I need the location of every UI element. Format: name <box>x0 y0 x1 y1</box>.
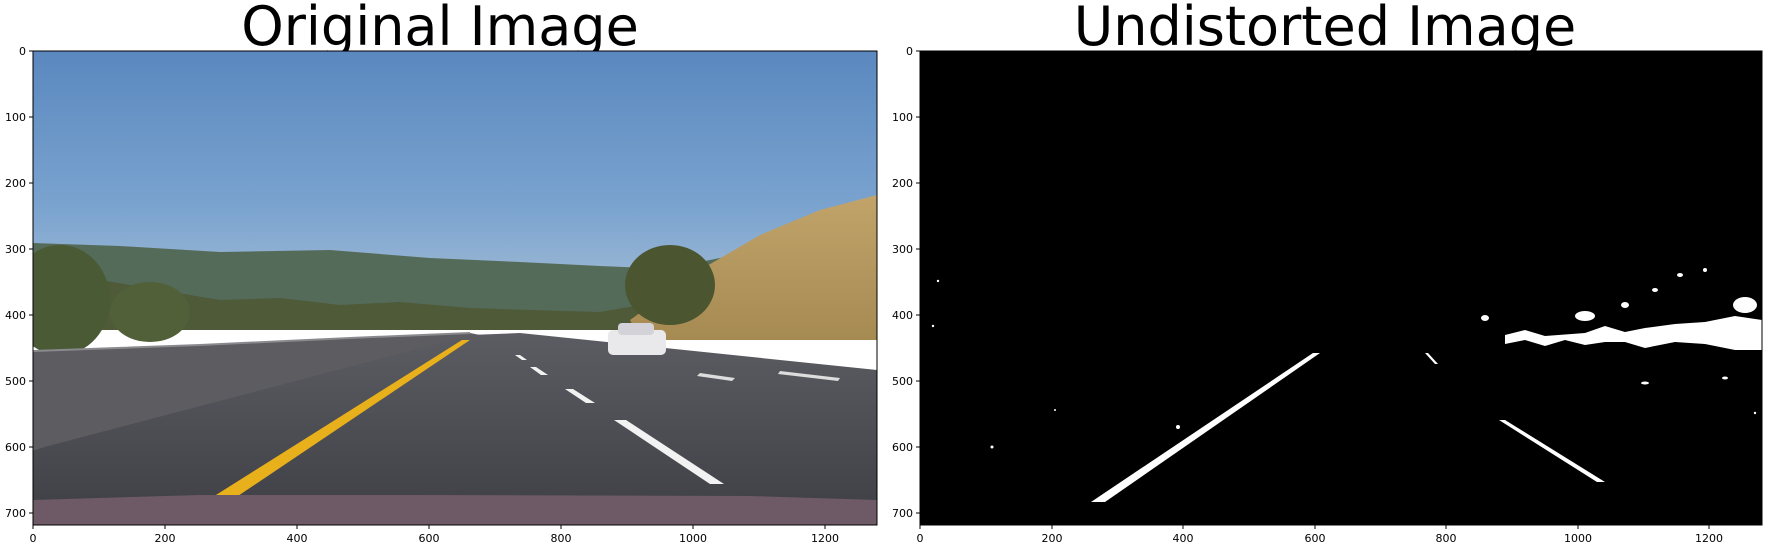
undistorted-x-axis: 0 200 400 600 800 1000 1200 <box>917 525 1723 545</box>
right-lane-detection <box>1499 420 1605 482</box>
x-tick-label: 1200 <box>1695 532 1723 545</box>
road-photo <box>33 51 877 525</box>
road-surface <box>33 333 877 525</box>
x-tick-label: 0 <box>917 532 924 545</box>
y-tick-label: 600 <box>892 441 913 454</box>
undistorted-axes-frame <box>919 50 1763 526</box>
original-image-panel: Original Image <box>0 0 880 549</box>
y-tick-label: 300 <box>892 243 913 256</box>
x-tick-label: 600 <box>419 532 440 545</box>
y-tick-label: 0 <box>906 45 913 58</box>
y-tick-label: 700 <box>5 507 26 520</box>
x-tick-label: 800 <box>1436 532 1457 545</box>
y-tick-label: 200 <box>5 177 26 190</box>
undistorted-y-axis: 0 100 200 300 400 500 600 700 <box>892 45 920 520</box>
left-trees <box>33 245 110 355</box>
car-hood <box>33 495 877 525</box>
original-axes-frame <box>32 50 878 526</box>
y-tick-label: 100 <box>5 111 26 124</box>
x-tick-label: 200 <box>1042 532 1063 545</box>
y-tick-label: 100 <box>892 111 913 124</box>
y-tick-label: 0 <box>19 45 26 58</box>
x-tick-label: 200 <box>155 532 176 545</box>
undistorted-image-panel: Undistorted Image <box>885 0 1765 549</box>
left-lane-detection <box>1091 353 1320 502</box>
yellow-lane-line <box>208 340 470 500</box>
binary-background <box>920 51 1762 525</box>
x-tick-label: 400 <box>1173 532 1194 545</box>
x-tick-label: 1000 <box>679 532 707 545</box>
original-image-plot: 0 100 200 300 400 500 600 700 0 200 400 … <box>5 45 878 545</box>
y-tick-label: 400 <box>892 309 913 322</box>
x-tick-label: 1000 <box>1564 532 1592 545</box>
white-lane-dash <box>614 420 724 484</box>
binary-threshold-image <box>920 51 1762 525</box>
x-tick-label: 0 <box>30 532 37 545</box>
y-tick-label: 200 <box>892 177 913 190</box>
white-car <box>608 330 666 355</box>
y-tick-label: 300 <box>5 243 26 256</box>
original-y-axis: 0 100 200 300 400 500 600 700 <box>5 45 33 520</box>
y-tick-label: 400 <box>5 309 26 322</box>
x-tick-label: 600 <box>1305 532 1326 545</box>
original-x-axis: 0 200 400 600 800 1000 1200 <box>30 525 839 545</box>
y-tick-label: 500 <box>892 375 913 388</box>
roadside-trees <box>625 245 715 325</box>
y-tick-label: 500 <box>5 375 26 388</box>
y-tick-label: 700 <box>892 507 913 520</box>
x-tick-label: 400 <box>287 532 308 545</box>
y-tick-label: 600 <box>5 441 26 454</box>
x-tick-label: 800 <box>551 532 572 545</box>
x-tick-label: 1200 <box>811 532 839 545</box>
undistorted-image-title: Undistorted Image <box>1073 0 1577 58</box>
undistorted-image-plot: 0 100 200 300 400 500 600 700 0 200 400 … <box>892 45 1763 545</box>
original-image-title: Original Image <box>241 0 639 58</box>
vegetation-noise-blob <box>1505 316 1762 350</box>
